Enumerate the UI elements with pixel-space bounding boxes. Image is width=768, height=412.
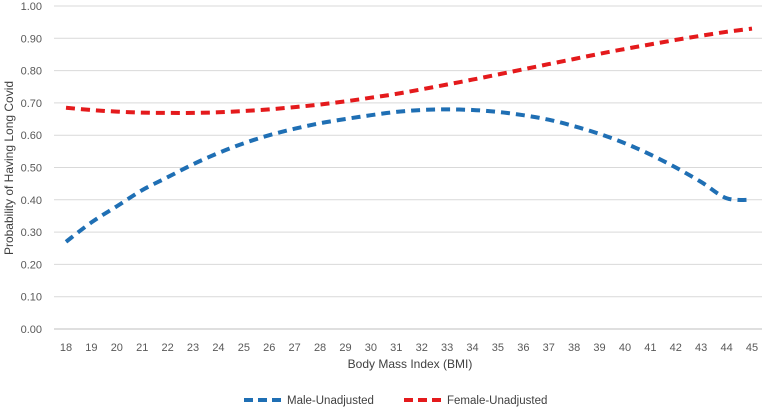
series-line-female-unadjusted	[65, 26, 753, 115]
x-axis-title: Body Mass Index (BMI)	[348, 357, 473, 371]
x-tick-label: 31	[390, 342, 402, 354]
x-axis-ticks: 18 19 20 21 22 23 24 25 26 27 28 29 30 31 32 33 34 35 36 37…	[60, 342, 758, 354]
y-tick-label: 0.30	[21, 227, 42, 239]
x-tick-label: 45	[746, 342, 758, 354]
x-tick-label: 39	[593, 342, 605, 354]
x-tick-label: 18	[60, 342, 72, 354]
y-tick-label: 0.00	[21, 324, 42, 336]
grid-lines	[54, 5, 762, 330]
x-tick-label: 28	[314, 342, 326, 354]
x-tick-label: 21	[136, 342, 148, 354]
legend: Male-Unadjusted Female-Unadjusted	[244, 395, 547, 407]
legend-label: Male-Unadjusted	[287, 395, 374, 407]
y-tick-label: 0.10	[21, 292, 42, 304]
x-tick-label: 26	[263, 342, 275, 354]
legend-label: Female-Unadjusted	[447, 395, 547, 407]
x-tick-label: 20	[111, 342, 123, 354]
y-axis-ticks: 0.00 0.10 0.20 0.30 0.40 0.50 0.60 0.70 0.80 0.90…	[21, 1, 42, 336]
x-tick-label: 32	[416, 342, 428, 354]
x-tick-label: 33	[441, 342, 453, 354]
y-tick-label: 1.00	[21, 1, 42, 13]
x-tick-label: 35	[492, 342, 504, 354]
x-tick-label: 38	[568, 342, 580, 354]
x-tick-label: 24	[212, 342, 224, 354]
y-tick-label: 0.80	[21, 66, 42, 78]
x-tick-label: 23	[187, 342, 199, 354]
series-lines	[64, 26, 753, 244]
x-tick-label: 40	[619, 342, 631, 354]
y-tick-label: 0.50	[21, 163, 42, 175]
x-tick-label: 22	[162, 342, 174, 354]
x-tick-label: 19	[85, 342, 97, 354]
x-tick-label: 36	[517, 342, 529, 354]
x-tick-label: 41	[644, 342, 656, 354]
y-tick-label: 0.40	[21, 195, 42, 207]
x-tick-label: 25	[238, 342, 250, 354]
x-tick-label: 42	[670, 342, 682, 354]
x-tick-label: 29	[339, 342, 351, 354]
x-tick-label: 34	[466, 342, 478, 354]
y-axis-title: Probability of Having Long Covid	[2, 81, 16, 255]
legend-item: Male-Unadjusted	[244, 395, 374, 407]
x-tick-label: 30	[365, 342, 377, 354]
y-tick-label: 0.70	[21, 98, 42, 110]
x-tick-label: 27	[289, 342, 301, 354]
y-tick-label: 0.90	[21, 33, 42, 45]
series-line-male-unadjusted	[64, 107, 753, 244]
y-tick-label: 0.60	[21, 130, 42, 142]
x-tick-label: 37	[543, 342, 555, 354]
x-tick-label: 43	[695, 342, 707, 354]
legend-item: Female-Unadjusted	[404, 395, 547, 407]
x-tick-label: 44	[720, 342, 732, 354]
y-tick-label: 0.20	[21, 259, 42, 271]
